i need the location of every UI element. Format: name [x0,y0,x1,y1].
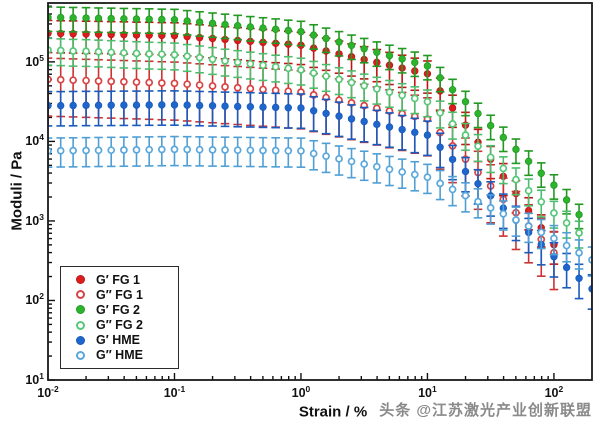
x-tick-label: 10-1 [163,384,186,401]
legend-label: G′ HME [96,333,140,348]
legend-item-g-dprime-fg1: G″ FG 1 [76,288,176,302]
legend: G′ FG 1 G″ FG 1 G′ FG 2 G″ FG 2 G′ HME G… [60,266,179,369]
plot-frame [47,2,593,381]
y-tick-label: 105 [25,52,44,70]
legend-marker-g-prime-fg1-icon [76,275,85,285]
y-tick-label: 101 [25,371,44,388]
legend-item-g-prime-fg2: G′ FG 2 [76,303,176,317]
x-axis-title: Strain / % [298,403,368,421]
series-g-dprime-hme [48,135,592,277]
legend-item-g-dprime-hme: G″ HME [76,348,176,362]
series-g-prime-fg2 [48,6,584,230]
y-tick-label: 102 [25,291,44,308]
legend-marker-g-prime-fg2-icon [76,305,85,315]
y-tick-label: 103 [25,211,44,229]
legend-label: G″ FG 1 [96,287,143,302]
series-g-prime-hme [48,90,592,310]
x-tick-label: 101 [418,384,437,401]
legend-label: G″ HME [96,348,143,363]
x-tick-label: 100 [291,384,311,401]
legend-label: G′ FG 1 [96,272,140,287]
x-tick-label: 10-2 [37,384,59,401]
data-series [48,6,592,310]
legend-item-g-dprime-fg2: G″ FG 2 [76,318,176,332]
watermark: 头条 @江苏激光产业创新联盟 [379,402,592,419]
legend-marker-g-dprime-fg1-icon [76,290,85,300]
x-tick-label: 102 [544,384,564,401]
y-tick-label: 104 [25,132,44,149]
legend-item-g-prime-hme: G′ HME [76,333,176,347]
legend-label: G′ FG 2 [96,302,140,317]
legend-marker-g-dprime-fg2-icon [76,320,85,330]
series-g-dprime-fg2 [48,37,584,249]
legend-marker-g-prime-hme-icon [76,335,85,345]
legend-marker-g-dprime-hme-icon [76,350,85,360]
legend-label: G″ FG 2 [96,318,143,333]
legend-item-g-prime-fg1: G′ FG 1 [76,273,176,287]
